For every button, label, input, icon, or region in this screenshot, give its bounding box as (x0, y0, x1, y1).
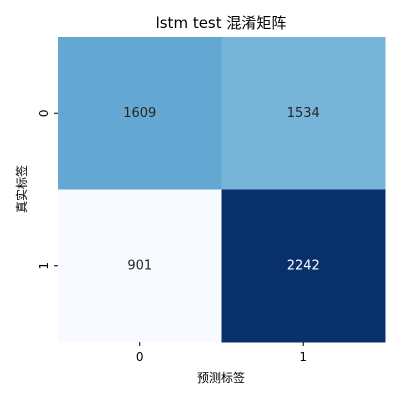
heatmap-cells: 1609 1534 901 2242 (58, 37, 386, 343)
cell-value-label-1-1: 2242 (287, 258, 320, 273)
x-axis-label: 预测标签 (197, 370, 245, 385)
y-tick-label-1: 1 (37, 262, 51, 270)
cell-value-label-1-0: 901 (127, 258, 152, 273)
x-tick-label-0: 0 (136, 350, 144, 364)
y-axis-label: 真实标签 (14, 165, 29, 213)
y-tick-label-0: 0 (37, 109, 51, 117)
cell-value-label-0-0: 1609 (123, 106, 156, 121)
chart-title: lstm test 混淆矩阵 (156, 14, 287, 32)
x-tick-label-1: 1 (299, 350, 307, 364)
cell-value-label-0-1: 1534 (287, 106, 320, 121)
